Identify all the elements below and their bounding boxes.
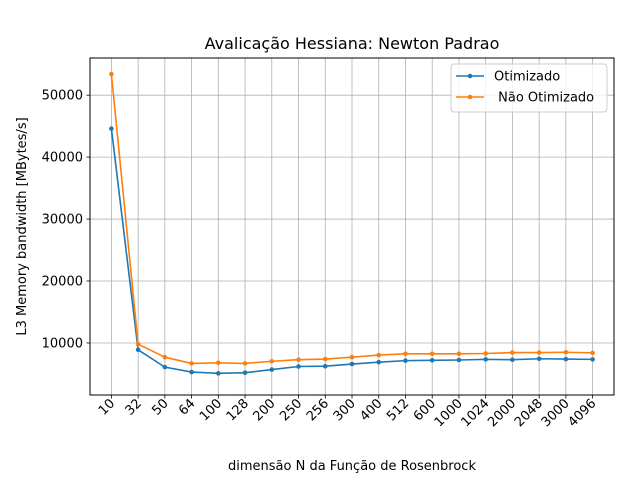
data-point <box>536 350 542 355</box>
data-point <box>349 361 355 367</box>
y-axis-title: L3 Memory bandwidth [MBytes/s] <box>15 117 30 335</box>
data-point <box>135 347 141 353</box>
data-point <box>563 349 569 355</box>
data-point <box>216 371 221 376</box>
data-point <box>269 367 275 372</box>
x-tick-label: 100 <box>197 396 225 424</box>
x-tick-label: 32 <box>123 396 145 418</box>
x-tick-label: 256 <box>304 396 332 424</box>
data-point <box>376 359 382 365</box>
x-tick-label: 2048 <box>512 396 546 430</box>
data-point <box>216 360 221 366</box>
x-tick-label: 1024 <box>458 396 492 430</box>
legend: Otimizado Não Otimizado <box>450 63 608 113</box>
x-tick-label: 50 <box>149 396 171 418</box>
legend-box <box>450 63 608 113</box>
x-tick-label: 200 <box>250 396 278 424</box>
y-tick-label: 10000 <box>42 336 83 351</box>
x-tick-label: 3000 <box>539 396 573 430</box>
data-point <box>135 341 141 347</box>
data-point <box>322 363 328 369</box>
data-point <box>483 357 488 362</box>
grid-lines <box>90 58 614 395</box>
series-layer <box>109 71 595 376</box>
data-point <box>483 351 488 356</box>
x-tick-label: 1000 <box>432 396 466 430</box>
data-point <box>510 357 515 362</box>
x-tick-label: 128 <box>224 396 252 424</box>
data-point <box>162 354 168 360</box>
data-point <box>590 357 595 362</box>
data-point <box>109 126 114 131</box>
x-tick-label: 250 <box>277 396 305 424</box>
data-point <box>269 358 275 364</box>
series-1 <box>109 71 595 366</box>
x-tick-label: 300 <box>331 396 359 424</box>
y-tick-label: 50000 <box>42 89 83 104</box>
data-point <box>242 361 248 366</box>
x-axis-ticks: 10 32 50 6410012820025025630040051260010001… <box>96 395 599 430</box>
legend-label-nao-otimizado: Não Otimizado <box>494 91 594 106</box>
chart-title: Avalicação Hessiana: Newton Padrao <box>205 34 500 53</box>
y-axis-ticks: 10000 20000 30000 40000 50000 <box>42 89 90 351</box>
x-tick-label: 400 <box>357 396 385 424</box>
data-point <box>189 369 194 375</box>
data-point <box>296 364 301 369</box>
data-point <box>590 350 595 356</box>
data-point <box>296 357 301 362</box>
legend-marker-nao-otimizado <box>467 94 473 100</box>
data-point <box>322 356 328 362</box>
data-point <box>162 364 168 370</box>
x-axis-title: dimensão N da Função de Rosenbrock <box>228 459 476 474</box>
x-tick-label: 2000 <box>485 396 519 430</box>
data-point <box>510 350 515 355</box>
data-point <box>349 354 355 360</box>
data-point <box>536 356 542 362</box>
x-tick-label: 64 <box>176 396 198 418</box>
data-point <box>429 358 435 363</box>
x-tick-label: 512 <box>384 396 412 424</box>
x-tick-label: 4096 <box>565 396 599 430</box>
y-tick-label: 30000 <box>42 213 83 228</box>
data-point <box>456 357 462 363</box>
data-point <box>429 351 435 357</box>
legend-label-otimizado: Otimizado <box>494 70 560 85</box>
data-point <box>109 71 114 77</box>
series-0 <box>109 126 595 376</box>
data-point <box>242 370 248 375</box>
y-tick-label: 40000 <box>42 151 83 166</box>
x-tick-label: 10 <box>96 396 118 418</box>
data-point <box>456 351 462 357</box>
data-point <box>376 352 382 358</box>
legend-marker-otimizado <box>467 73 473 79</box>
y-tick-label: 20000 <box>42 275 83 290</box>
data-point <box>403 351 408 357</box>
data-point <box>189 361 194 366</box>
data-point <box>403 358 408 363</box>
data-point <box>563 356 569 362</box>
